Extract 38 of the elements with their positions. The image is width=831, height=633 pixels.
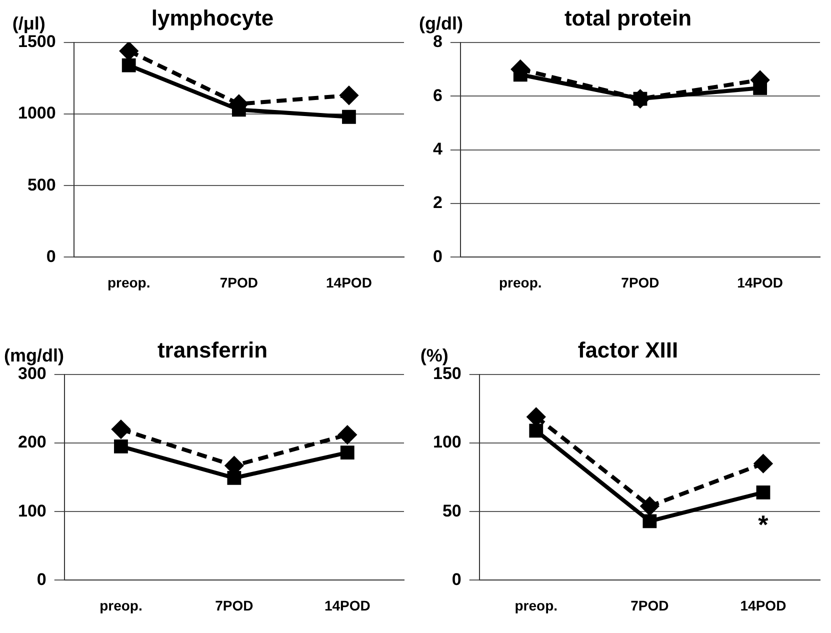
chart-title: lymphocyte bbox=[151, 5, 274, 30]
y-tick-label: 1500 bbox=[18, 32, 56, 52]
x-tick-label: preop. bbox=[514, 597, 558, 614]
y-axis-title: (g/dl) bbox=[419, 13, 463, 34]
x-tick-label: 7POD bbox=[220, 274, 258, 290]
y-tick-label: 2 bbox=[432, 193, 442, 212]
y-tick-label: 0 bbox=[452, 570, 462, 589]
x-tick-label: 14POD bbox=[737, 274, 784, 290]
annotation: * bbox=[758, 510, 770, 540]
x-tick-label: 14POD bbox=[326, 274, 372, 290]
x-tick-label: 7POD bbox=[215, 597, 254, 614]
chart-title: total protein bbox=[564, 5, 692, 30]
x-tick-label: preop. bbox=[100, 597, 142, 614]
y-tick-label: 300 bbox=[18, 364, 46, 384]
y-tick-label: 0 bbox=[36, 570, 46, 589]
y-axis-title: (mg/dl) bbox=[4, 345, 64, 366]
y-tick-label: 6 bbox=[432, 86, 442, 105]
x-tick-label: 7POD bbox=[621, 274, 660, 290]
x-tick-label: 14POD bbox=[740, 597, 786, 614]
y-tick-label: 100 bbox=[18, 501, 46, 520]
y-tick-label: 8 bbox=[432, 32, 442, 52]
x-tick-label: preop. bbox=[107, 274, 150, 290]
y-tick-label: 50 bbox=[442, 501, 462, 520]
y-tick-label: 100 bbox=[432, 432, 462, 452]
chart-title: transferrin bbox=[157, 337, 268, 362]
y-tick-label: 1000 bbox=[18, 104, 56, 123]
y-tick-label: 500 bbox=[27, 175, 56, 194]
y-tick-label: 150 bbox=[432, 364, 462, 384]
y-axis-title: (/μl) bbox=[12, 13, 46, 34]
x-tick-label: preop. bbox=[498, 274, 542, 290]
x-tick-label: 7POD bbox=[630, 597, 669, 614]
y-axis-title: (%) bbox=[420, 345, 448, 366]
y-tick-label: 4 bbox=[432, 139, 443, 158]
y-tick-label: 200 bbox=[18, 432, 46, 452]
x-tick-label: 14POD bbox=[324, 597, 370, 614]
y-tick-label: 0 bbox=[432, 246, 442, 266]
chart-title: factor XIII bbox=[578, 337, 678, 362]
y-tick-label: 0 bbox=[46, 246, 56, 266]
